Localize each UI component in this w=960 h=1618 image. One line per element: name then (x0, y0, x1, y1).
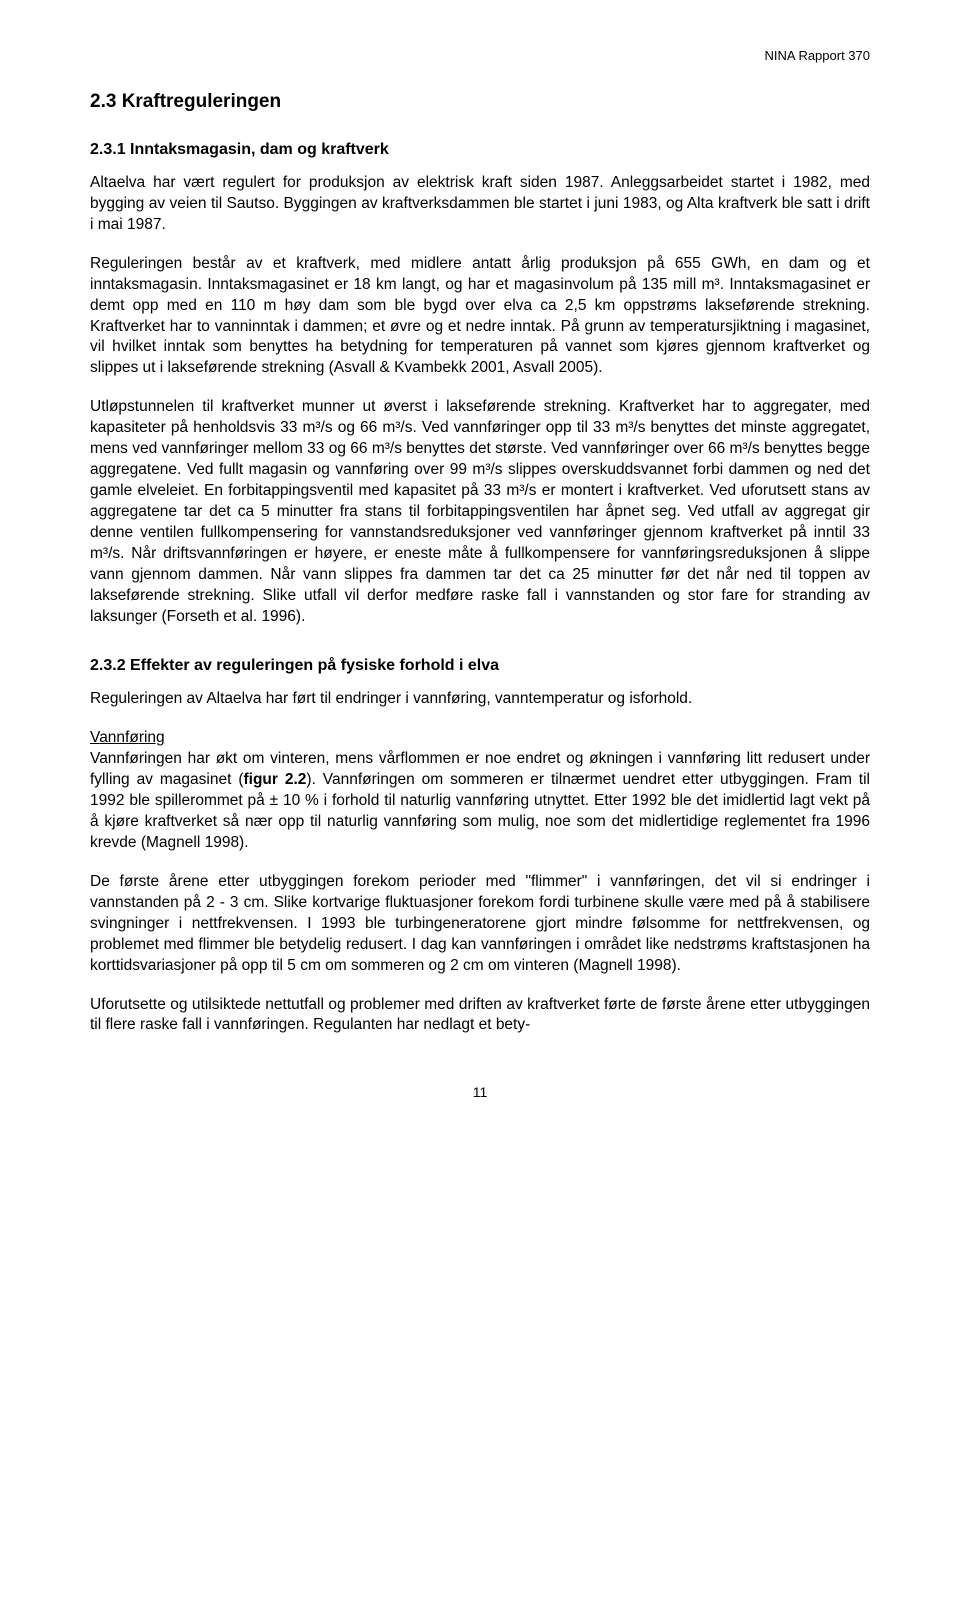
subheading-vannforing: Vannføring (90, 728, 870, 749)
section-heading-2-3-2: 2.3.2 Effekter av reguleringen på fysisk… (90, 657, 870, 675)
figure-ref: figur 2.2 (243, 771, 306, 788)
section-heading-2-3-1: 2.3.1 Inntaksmagasin, dam og kraftverk (90, 141, 870, 159)
paragraph: Reguleringen av Altaelva har ført til en… (90, 689, 870, 710)
paragraph: Reguleringen består av et kraftverk, med… (90, 254, 870, 380)
paragraph: De første årene etter utbyggingen foreko… (90, 872, 870, 977)
section-heading-2-3: 2.3 Kraftreguleringen (90, 91, 870, 113)
report-header: NINA Rapport 370 (90, 48, 870, 63)
paragraph: Altaelva har vært regulert for produksjo… (90, 173, 870, 236)
page-number: 11 (90, 1084, 870, 1100)
paragraph: Uforutsette og utilsiktede nettutfall og… (90, 995, 870, 1037)
paragraph: Vannføringen har økt om vinteren, mens v… (90, 749, 870, 854)
paragraph: Utløpstunnelen til kraftverket munner ut… (90, 397, 870, 627)
